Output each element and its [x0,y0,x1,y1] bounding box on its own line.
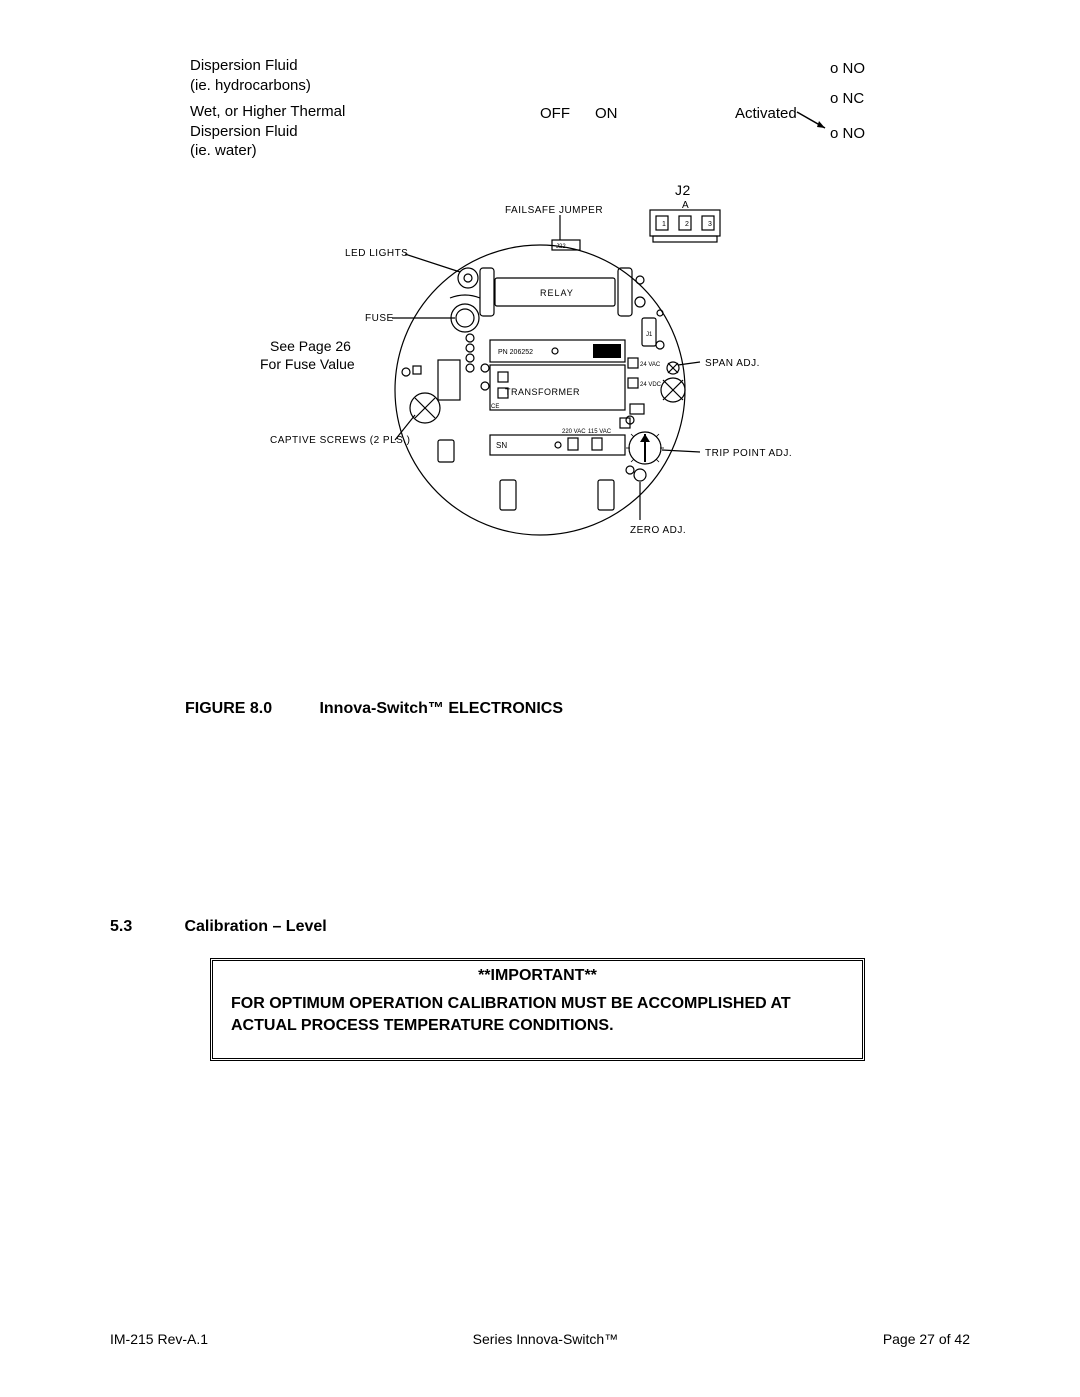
dispersion-fluid-label: Dispersion Fluid (ie. hydrocarbons) [190,56,311,95]
text: Wet, or Higher Thermal [190,102,345,122]
o-no-1: o NO [830,60,865,77]
wet-fluid-label: Wet, or Higher Thermal Dispersion Fluid … [190,102,345,161]
important-body: FOR OPTIMUM OPERATION CALIBRATION MUST B… [231,993,844,1036]
svg-text:PN 206252: PN 206252 [498,349,533,356]
svg-text:SN: SN [496,441,507,450]
important-title: **IMPORTANT** [231,967,844,985]
svg-text:RELAY: RELAY [540,288,574,298]
activated-arrow-icon [795,110,835,135]
svg-text:J1: J1 [646,332,653,338]
svg-text:3: 3 [708,221,712,228]
svg-text:24 VDC: 24 VDC [640,382,662,388]
j2-a-label: A [682,200,689,211]
section-number: 5.3 [110,918,180,936]
svg-text:TRANSFORMER: TRANSFORMER [505,387,580,397]
text: (ie. water) [190,141,345,161]
off-label: OFF [540,105,570,122]
figure-caption: FIGURE 8.0 Innova-Switch™ ELECTRONICS [185,700,970,718]
on-label: ON [595,105,618,122]
activated-label: Activated [735,105,797,122]
fuse-label: FUSE [365,313,394,324]
led-label: LED LIGHTS [345,248,408,259]
o-no-2: o NO [830,125,865,142]
footer-right: Page 27 of 42 [883,1331,970,1347]
svg-text:24 VAC: 24 VAC [640,362,661,368]
svg-text:J22: J22 [556,244,566,250]
page: Dispersion Fluid (ie. hydrocarbons) Wet,… [110,50,970,1347]
fuse-value-label: For Fuse Value [260,356,355,372]
svg-text:115 VAC: 115 VAC [588,429,612,435]
captive-screws-label: CAPTIVE SCREWS (2 PLS.) [270,435,410,446]
important-box: **IMPORTANT** FOR OPTIMUM OPERATION CALI… [210,958,865,1061]
section-title: Calibration – Level [184,918,326,935]
trip-label: TRIP POINT ADJ. [705,448,792,459]
section-heading: 5.3 Calibration – Level [110,918,970,936]
page-footer: IM-215 Rev-A.1 Series Innova-Switch™ Pag… [110,1331,970,1347]
svg-text:1: 1 [662,221,666,228]
figure-title: Innova-Switch™ ELECTRONICS [319,700,563,717]
see-page-label: See Page 26 [270,338,351,354]
text: (ie. hydrocarbons) [190,76,311,96]
failsafe-label: FAILSAFE JUMPER [505,205,603,216]
text: Dispersion Fluid [190,56,311,76]
svg-text:2: 2 [685,221,689,228]
electronics-diagram: J2 A FAILSAFE JUMPER LED LIGHTS FUSE See… [280,190,800,590]
text: Dispersion Fluid [190,122,345,142]
o-nc: o NC [830,90,864,107]
zero-label: ZERO ADJ. [630,525,686,536]
svg-text:220 VAC: 220 VAC [562,429,586,435]
j2-label: J2 [675,182,691,198]
svg-text:CE: CE [491,404,499,410]
span-label: SPAN ADJ. [705,358,760,369]
footer-left: IM-215 Rev-A.1 [110,1331,208,1347]
config-table: Dispersion Fluid (ie. hydrocarbons) Wet,… [190,50,970,160]
footer-center: Series Innova-Switch™ [473,1331,619,1347]
figure-number: FIGURE 8.0 [185,700,315,718]
